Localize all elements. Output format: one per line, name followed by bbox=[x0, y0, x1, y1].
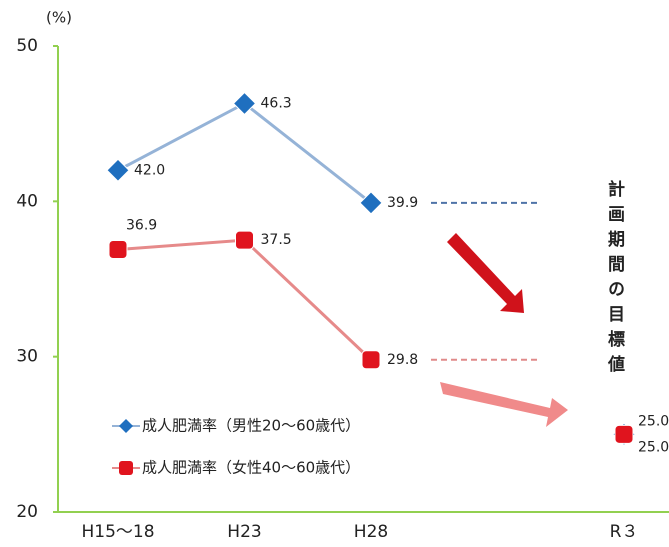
marker bbox=[235, 230, 254, 250]
value-label: 36.9 bbox=[126, 217, 157, 233]
value-label: 25.0 bbox=[638, 413, 669, 429]
marker bbox=[614, 424, 634, 444]
series-line bbox=[118, 103, 624, 434]
marker bbox=[106, 158, 130, 182]
value-label: 29.8 bbox=[387, 352, 418, 368]
y-tick-label: 40 bbox=[16, 191, 38, 211]
value-label: 37.5 bbox=[261, 232, 292, 248]
legend-label: 成人肥満率（女性40〜60歳代） bbox=[142, 459, 360, 477]
marker bbox=[361, 350, 381, 370]
legend-marker bbox=[119, 461, 133, 475]
x-tick-label: H15〜18 bbox=[81, 522, 154, 542]
legend-label: 成人肥満率（男性20〜60歳代） bbox=[142, 417, 360, 435]
x-tick-label: R３ bbox=[610, 522, 639, 542]
y-tick-label: 30 bbox=[16, 347, 38, 367]
marker bbox=[359, 191, 383, 215]
arrow-red bbox=[447, 233, 524, 313]
value-label: 25.0 bbox=[638, 439, 669, 455]
value-label: 42.0 bbox=[134, 162, 165, 178]
value-label: 39.9 bbox=[387, 195, 418, 211]
marker bbox=[108, 239, 128, 259]
x-tick-label: H23 bbox=[227, 522, 261, 542]
y-axis-label: (%) bbox=[46, 9, 72, 27]
x-tick-label: H28 bbox=[354, 522, 388, 542]
annotation: 計画期間の目標値 bbox=[604, 179, 626, 380]
legend-marker bbox=[119, 419, 133, 433]
y-tick-label: 50 bbox=[16, 36, 38, 56]
series-line bbox=[118, 240, 624, 434]
y-tick-label: 20 bbox=[16, 502, 38, 522]
value-label: 46.3 bbox=[261, 95, 292, 111]
marker bbox=[232, 91, 257, 116]
arrow-pink bbox=[440, 382, 568, 427]
